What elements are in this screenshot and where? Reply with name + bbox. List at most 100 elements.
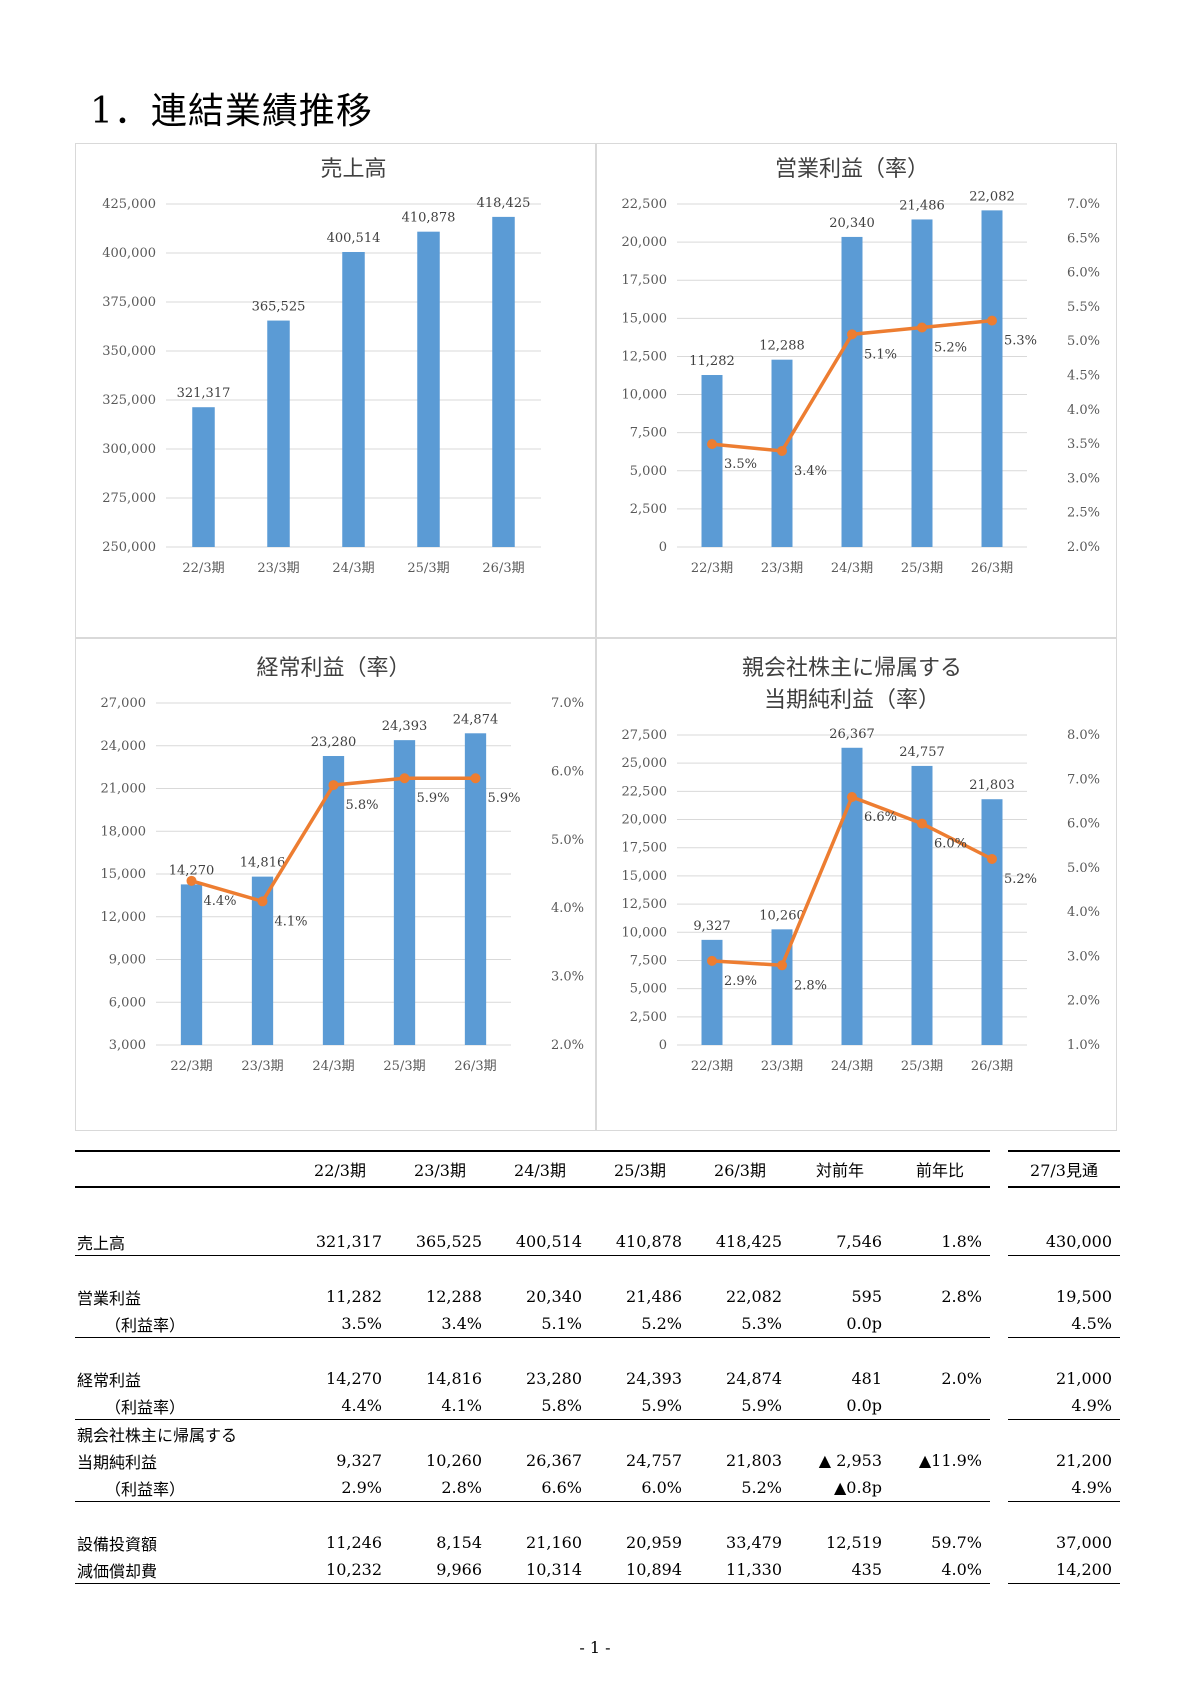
y-tick-label: 0 [659, 1038, 667, 1053]
y-tick-label: 350,000 [102, 344, 156, 359]
rate-label: 4.4% [204, 894, 237, 909]
y2-tick-label: 5.0% [1067, 334, 1100, 349]
bar [180, 884, 203, 1045]
row-label: 売上高 [75, 1228, 290, 1256]
bar-value-label: 12,288 [759, 339, 805, 354]
cell: 12,519 [826, 1533, 882, 1552]
table-row-ordinary-profit: 経常利益 14,270 14,816 23,280 24,393 24,874 … [75, 1365, 1120, 1392]
rate-point [917, 322, 927, 333]
x-tick-label: 22/3期 [691, 561, 733, 576]
y-tick-label: 22,500 [622, 197, 668, 212]
cell: 22,082 [726, 1287, 782, 1306]
y-tick-label: 25,000 [622, 756, 668, 771]
y-tick-label: 6,000 [109, 995, 146, 1010]
chart-title: 売上高 [320, 157, 386, 182]
y-tick-label: 12,500 [622, 349, 668, 364]
y2-tick-label: 6.5% [1067, 231, 1100, 246]
y-tick-label: 2,500 [630, 502, 667, 517]
cell [890, 1474, 990, 1502]
x-tick-label: 24/3期 [312, 1059, 354, 1074]
table-header-row: 22/3期 23/3期 24/3期 25/3期 26/3期 対前年 前年比 27… [75, 1150, 1120, 1188]
y-tick-label: 300,000 [102, 442, 156, 457]
bar-value-label: 410,878 [402, 211, 456, 226]
y-tick-label: 10,000 [622, 388, 668, 403]
cell: 3.4% [390, 1310, 490, 1338]
cell: 21,160 [526, 1533, 582, 1552]
y2-tick-label: 6.0% [551, 764, 584, 779]
rate-point [847, 792, 857, 802]
y-tick-label: 275,000 [102, 491, 156, 506]
x-tick-label: 23/3期 [241, 1059, 283, 1074]
y2-tick-label: 6.0% [1067, 266, 1100, 281]
cell: 2.0% [941, 1369, 982, 1388]
y-tick-label: 7,500 [630, 953, 667, 968]
rate-label: 6.6% [864, 810, 897, 825]
y-tick-label: 10,000 [622, 925, 668, 940]
row-label: （利益率） [75, 1474, 290, 1502]
rate-point [847, 329, 857, 340]
x-tick-label: 25/3期 [901, 561, 943, 576]
chart-grid: 売上高 250,000 275,000 300,000 325,000 350,000 37… [75, 143, 1117, 1131]
cell: 21,000 [1056, 1369, 1112, 1388]
bar-value-label: 20,340 [829, 216, 875, 231]
y-tick-label: 27,000 [101, 696, 147, 711]
table-row-net-label: 親会社株主に帰属する [75, 1420, 1120, 1448]
bar-value-label: 11,282 [689, 354, 735, 369]
rate-label: 5.2% [934, 340, 967, 355]
cell: 10,232 [290, 1556, 390, 1584]
y-tick-label: 7,500 [630, 426, 667, 441]
bar [701, 939, 723, 1045]
cell: 400,514 [490, 1228, 590, 1256]
cell: 0.0p [790, 1392, 890, 1420]
bar-value-label: 24,874 [453, 712, 499, 727]
bar [251, 876, 274, 1045]
cell: 24,393 [626, 1369, 682, 1388]
cell: 21,200 [1056, 1451, 1112, 1470]
cell: 14,200 [1008, 1556, 1120, 1584]
cell: 19,500 [1056, 1287, 1112, 1306]
col-header: 前年比 [890, 1150, 990, 1188]
x-tick-label: 23/3期 [257, 561, 299, 576]
chart-title: 当期純利益（率） [764, 688, 940, 713]
bar [911, 765, 933, 1045]
bar [393, 740, 416, 1045]
x-tick-label: 26/3期 [971, 561, 1013, 576]
cell: 6.0% [590, 1474, 690, 1502]
y-tick-label: 21,000 [101, 782, 147, 797]
page-number: - 1 - [579, 1638, 611, 1657]
x-tick-label: 22/3期 [170, 1059, 212, 1074]
table-row-net-rate: （利益率） 2.9% 2.8% 6.6% 6.0% 5.2% ▲0.8p 4.9… [75, 1474, 1120, 1502]
bar-value-label: 26,367 [829, 727, 875, 742]
x-tick-label: 26/3期 [971, 1059, 1013, 1074]
cell: 14,270 [326, 1369, 382, 1388]
rate-point [257, 896, 268, 907]
financial-table-wrapper: 22/3期 23/3期 24/3期 25/3期 26/3期 対前年 前年比 27… [75, 1150, 1120, 1584]
cell: 4.5% [1008, 1310, 1120, 1338]
chart-panel-operating-profit: 営業利益（率） 0 2,500 5,000 7,500 10,000 12,500 15,00… [596, 143, 1117, 638]
x-tick-label: 25/3期 [383, 1059, 425, 1074]
cell: 365,525 [390, 1228, 490, 1256]
bar [841, 236, 863, 547]
cell: 26,367 [526, 1451, 582, 1470]
cell: 5.2% [690, 1474, 790, 1502]
y2-tick-label: 2.5% [1067, 506, 1100, 521]
cell: 33,479 [726, 1533, 782, 1552]
y2-tick-label: 4.0% [1067, 905, 1100, 920]
cell: ▲11.9% [918, 1451, 982, 1470]
rate-point [470, 773, 481, 784]
cell: 11,246 [326, 1533, 382, 1552]
cell [890, 1392, 990, 1420]
y-tick-label: 20,000 [622, 235, 668, 250]
cell: 11,282 [326, 1287, 382, 1306]
cell: 4.1% [390, 1392, 490, 1420]
bar-value-label: 22,082 [969, 189, 1015, 204]
row-label: 減価償却費 [75, 1556, 290, 1584]
table-row-ordinary-rate: （利益率） 4.4% 4.1% 5.8% 5.9% 5.9% 0.0p 4.9% [75, 1392, 1120, 1420]
chart-panel-sales: 売上高 250,000 275,000 300,000 325,000 350,000 37… [75, 143, 596, 638]
y2-tick-label: 3.5% [1067, 437, 1100, 452]
cell: 5.3% [690, 1310, 790, 1338]
sales-chart: 売上高 250,000 275,000 300,000 325,000 350,000 37… [102, 157, 541, 576]
cell [890, 1310, 990, 1338]
cell: 10,314 [490, 1556, 590, 1584]
row-label: 親会社株主に帰属する [77, 1425, 238, 1445]
